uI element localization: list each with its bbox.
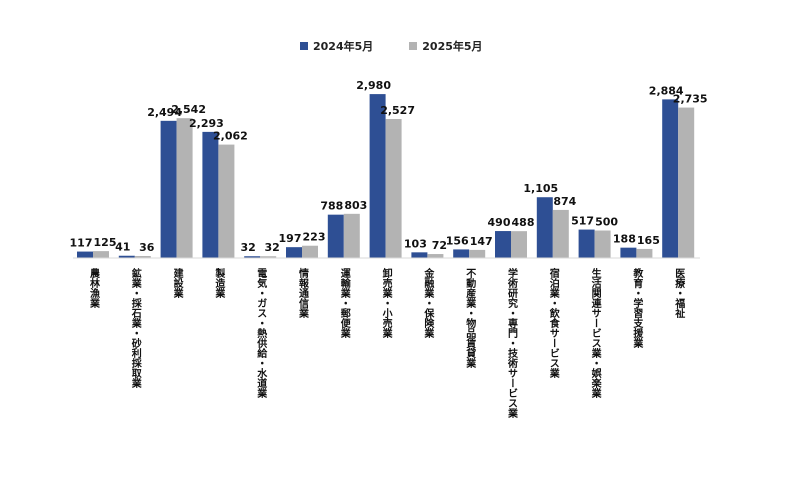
bar-2024 <box>620 247 637 258</box>
data-label-2024: 788 <box>320 200 343 213</box>
data-label-2024: 2,884 <box>649 84 684 97</box>
category-label: 医療・福祉 <box>673 268 686 319</box>
data-label-2025: 2,062 <box>213 130 248 143</box>
bar-2024 <box>369 94 386 258</box>
data-label-2024: 197 <box>279 232 302 245</box>
bar-2025 <box>594 230 611 258</box>
bar-2024 <box>202 131 219 258</box>
bar-2024 <box>77 251 93 258</box>
data-label-2025: 223 <box>303 231 326 244</box>
data-label-2024: 32 <box>241 241 256 254</box>
category-label: 金融業・保険業 <box>422 267 435 339</box>
category-label: 学術研究・専門・技術サービス業 <box>506 267 519 419</box>
category-label: 運輸業・郵便業 <box>338 268 351 339</box>
bar-2024 <box>411 252 428 258</box>
bar-2025 <box>260 256 277 258</box>
bar-2024 <box>536 197 553 258</box>
data-label-2024: 490 <box>488 216 511 229</box>
bar-2024 <box>286 247 302 258</box>
data-label-2024: 117 <box>70 237 93 250</box>
data-label-2025: 488 <box>512 216 535 229</box>
legend-item-2024: 2024年5月 <box>300 38 373 54</box>
data-label-2025: 125 <box>94 236 117 249</box>
bar-2025 <box>427 254 444 258</box>
data-label-2024: 1,105 <box>523 182 558 195</box>
data-label-2025: 165 <box>637 234 660 247</box>
bar-2024 <box>244 256 261 258</box>
legend-label-2025: 2025年5月 <box>422 40 483 53</box>
category-label: 建設業 <box>171 267 184 299</box>
data-label-2025: 2,542 <box>171 103 206 116</box>
bar-2025 <box>134 256 151 258</box>
bar-2024 <box>327 214 344 258</box>
bar-2025 <box>343 213 360 258</box>
data-label-2024: 517 <box>571 215 594 228</box>
data-label-2024: 2,494 <box>147 106 182 119</box>
category-label: 電気・ガス・熱供給・水道業 <box>255 268 268 399</box>
bar-2025 <box>385 119 402 258</box>
bar-2025 <box>469 249 486 258</box>
bar-2024 <box>578 229 595 258</box>
bar-2025 <box>176 118 193 258</box>
category-label: 不動産業・物品賃貸業 <box>464 268 477 369</box>
data-label-2025: 500 <box>595 216 618 229</box>
bar-2024 <box>160 120 177 258</box>
data-label-2025: 803 <box>344 199 367 212</box>
bar-2025 <box>218 144 235 258</box>
data-label-2025: 32 <box>265 241 280 254</box>
bar-2025 <box>678 107 695 258</box>
legend-swatch-2024 <box>300 42 308 50</box>
data-label-2025: 72 <box>432 239 447 252</box>
data-label-2025: 147 <box>470 235 493 248</box>
data-label-2024: 188 <box>613 233 636 246</box>
category-label: 生活関連サービス業・娯楽業 <box>589 267 602 399</box>
legend: 2024年5月 2025年5月 <box>300 38 483 54</box>
bar-2024 <box>662 99 679 258</box>
data-label-2024: 103 <box>404 237 427 250</box>
bar-2024 <box>495 231 511 258</box>
category-label: 卸売業・小売業 <box>380 267 393 339</box>
category-label: 情報通信業 <box>297 267 310 319</box>
data-label-2025: 36 <box>139 241 155 254</box>
category-label: 宿泊業・飲食サービス業 <box>547 267 560 379</box>
category-label: 鉱業・採石業・砂利採取業 <box>129 267 142 389</box>
bar-2024 <box>118 255 135 258</box>
bar-2025 <box>511 231 527 258</box>
category-label: 製造業 <box>213 267 226 299</box>
category-label: 教育・学習支援業 <box>631 267 644 349</box>
bar-2025 <box>552 209 569 258</box>
data-label-2025: 2,735 <box>673 93 708 106</box>
data-label-2024: 41 <box>115 241 130 254</box>
data-label-2025: 2,527 <box>380 104 415 117</box>
legend-swatch-2025 <box>409 42 418 50</box>
bar-2025 <box>302 245 318 258</box>
bar-2025 <box>93 251 109 258</box>
legend-item-2025: 2025年5月 <box>409 38 483 54</box>
data-label-2025: 874 <box>553 195 576 208</box>
bar-2024 <box>453 249 470 258</box>
legend-label-2024: 2024年5月 <box>313 40 374 53</box>
data-label-2024: 2,980 <box>356 79 391 92</box>
bar-2025 <box>636 248 653 258</box>
data-label-2024: 156 <box>446 234 469 247</box>
category-label: 農林漁業 <box>88 267 101 309</box>
data-label-2024: 2,293 <box>189 117 224 130</box>
